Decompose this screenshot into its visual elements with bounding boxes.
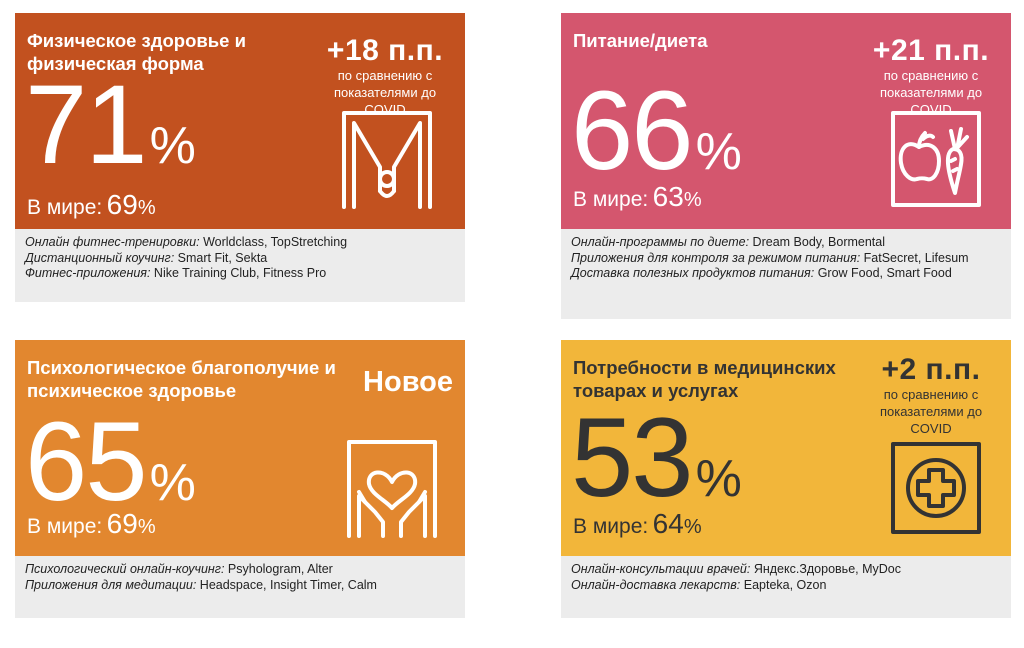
world-sign: % [683,189,702,211]
example-value: Nike Training Club, Fitness Pro [150,266,327,280]
example-line: Онлайн фитнес-тренировки: Worldclass, To… [25,235,455,251]
world-number: 63 [652,181,684,212]
percent-sign: % [695,123,742,181]
card-examples: Онлайн фитнес-тренировки: Worldclass, To… [15,229,465,302]
world-number: 69 [106,189,138,220]
percent-sign: % [149,117,196,175]
percent-number: 66 [571,68,694,193]
percent-value: 65% [25,406,196,518]
world-label: В мире: [573,188,649,211]
example-line: Приложения для контроля за режимом питан… [571,251,1001,267]
card-mental-health: Психологическое благополучие и психическ… [15,340,465,618]
example-label: Приложения для медитации: [25,577,197,592]
example-line: Приложения для медитации: Headspace, Ins… [25,578,455,594]
example-label: Приложения для контроля за режимом питан… [571,250,861,265]
example-label: Доставка полезных продуктов питания: [571,266,815,280]
example-value: Headspace, Insight Timer, Calm [196,577,377,592]
example-line: Доставка полезных продуктов питания: Gro… [571,266,1001,282]
example-value: FatSecret, Lifesum [860,250,969,265]
example-label: Психологический онлайн-коучинг: [25,562,225,576]
heart-in-hands-icon [345,438,439,538]
example-label: Онлайн-программы по диете: [571,235,750,249]
example-label: Дистанционный коучинг: [25,250,175,265]
example-value: Worldclass, TopStretching [199,235,348,249]
person-arms-raised-icon [340,109,434,209]
card-nutrition: Питание/диета +21 п.п. по сравнению с по… [561,13,1011,319]
card-header: Физическое здоровье и физическая форма +… [15,13,465,229]
percent-number: 53 [571,395,694,520]
card-header: Питание/диета +21 п.п. по сравнению с по… [561,13,1011,229]
card-title: Психологическое благополучие и психическ… [27,357,336,401]
world-label: В мире: [27,196,103,219]
card-medical-needs: Потребности в медицинских товарах и услу… [561,340,1011,618]
percent-value: 66% [571,75,742,187]
example-line: Онлайн-доставка лекарств: Eapteka, Ozon [571,578,1001,594]
new-badge: Новое [363,366,453,398]
card-title: Физическое здоровье и физическая форма [27,30,246,74]
delta-block: +18 п.п. по сравнению с показателями до … [315,35,455,118]
card-examples: Психологический онлайн-коучинг: Psyholog… [15,556,465,618]
example-value: Grow Food, Smart Food [814,266,952,280]
card-header: Потребности в медицинских товарах и услу… [561,340,1011,556]
world-number: 64 [652,508,684,539]
delta-block: +2 п.п. по сравнению с показателями до C… [861,354,1001,437]
world-sign: % [137,197,156,219]
medical-cross-icon [889,440,983,536]
example-label: Онлайн-консультации врачей: [571,562,751,576]
delta-value: +21 п.п. [872,34,990,67]
world-value: В мире: 64% [573,508,702,540]
card-title: Потребности в медицинских товарах и услу… [573,357,836,401]
card-header: Психологическое благополучие и психическ… [15,340,465,556]
world-label: В мире: [27,515,103,538]
card-title: Питание/диета [573,30,708,51]
percent-sign: % [149,454,196,512]
percent-number: 65 [25,399,148,524]
example-label: Фитнес-приложения: [25,266,151,280]
example-value: Dream Body, Bormental [749,235,886,249]
world-sign: % [137,516,156,538]
percent-value: 71% [25,69,196,181]
world-label: В мире: [573,515,649,538]
percent-sign: % [695,450,742,508]
world-value: В мире: 69% [27,189,156,221]
example-label: Онлайн-доставка лекарств: [571,577,741,592]
example-value: Яндекс.Здоровье, MyDoc [750,562,901,576]
apple-carrot-icon [889,109,983,209]
world-sign: % [683,516,702,538]
example-value: Psyhologram, Alter [224,562,333,576]
example-line: Онлайн-консультации врачей: Яндекс.Здоро… [571,562,1001,578]
delta-block: +21 п.п. по сравнению с показателями до … [861,35,1001,118]
delta-note: по сравнению с показателями до COVID [879,387,983,436]
delta-value: +18 п.п. [326,34,444,67]
example-value: Smart Fit, Sekta [174,250,268,265]
delta-value: +2 п.п. [881,353,981,386]
world-value: В мире: 63% [573,181,702,213]
card-physical-health: Физическое здоровье и физическая форма +… [15,13,465,302]
card-examples: Онлайн-программы по диете: Dream Body, B… [561,229,1011,319]
world-number: 69 [106,508,138,539]
example-line: Психологический онлайн-коучинг: Psyholog… [25,562,455,578]
example-label: Онлайн фитнес-тренировки: [25,235,200,249]
world-value: В мире: 69% [27,508,156,540]
example-line: Фитнес-приложения: Nike Training Club, F… [25,266,455,282]
percent-value: 53% [571,402,742,514]
example-line: Онлайн-программы по диете: Dream Body, B… [571,235,1001,251]
card-examples: Онлайн-консультации врачей: Яндекс.Здоро… [561,556,1011,618]
delta-note: по сравнению с показателями до COVID [333,68,437,117]
example-value: Eapteka, Ozon [740,577,827,592]
percent-number: 71 [25,62,148,187]
example-line: Дистанционный коучинг: Smart Fit, Sekta [25,251,455,267]
